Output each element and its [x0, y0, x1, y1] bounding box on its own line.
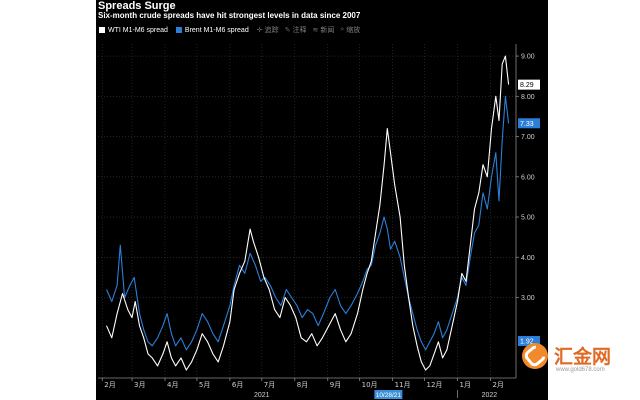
toolbar-track-button[interactable]: ✛ 追踪 [257, 25, 279, 35]
toolbar-zoom-label: 缩放 [346, 27, 361, 34]
toolbar-zoom-button[interactable]: ⌕ 缩放 [340, 25, 360, 35]
toolbar-news-label: 新闻 [320, 27, 335, 34]
toolbar-annotate-label: 注释 [292, 27, 307, 34]
x-tick-label: 2月 [492, 381, 503, 389]
brent-last-value-bg [518, 118, 540, 129]
crosshair-value-badge-bg [518, 335, 540, 346]
chart-title: Spreads Surge [98, 0, 176, 12]
y-tick-label: 4.00 [521, 255, 535, 262]
x-tick-label: 7月 [264, 381, 275, 389]
pencil-icon: ✎ [284, 27, 291, 34]
wti-last-value: 8.29 [520, 82, 534, 89]
toolbar-track-label: 追踪 [264, 27, 279, 34]
brent-series-line[interactable] [105, 95, 510, 351]
x-tick-label: 1月 [460, 381, 471, 389]
chart-subtitle: Six-month crude spreads have hit stronge… [98, 11, 361, 20]
legend-label-wti: WTI M1-M6 spread [108, 26, 168, 34]
watermark-logo: 汇金网 www.gold678.com [522, 340, 632, 380]
toolbar-annotate-button[interactable]: ✎ 注释 [285, 25, 307, 35]
x-tick-label: 11月 [395, 381, 411, 389]
y-tick-label: 5.00 [521, 215, 535, 222]
watermark-name: 汇金网 [554, 346, 612, 368]
wti-series-line[interactable] [105, 55, 510, 371]
x-tick-label: 4月 [167, 381, 178, 389]
crosshair-date-label: 10/28/21 [376, 392, 402, 399]
brent-swatch [175, 27, 182, 33]
y-tick-label: 9.00 [521, 54, 535, 61]
zoom-icon: ⌕ [340, 26, 345, 33]
y-tick-label: 8.00 [521, 94, 535, 101]
logo-icon [522, 343, 548, 369]
x-tick-label: 2月 [104, 381, 115, 389]
crosshair-date-badge [374, 390, 403, 399]
legend-item-wti[interactable]: WTI M1-M6 spread [99, 27, 168, 34]
y-tick-label: 6.00 [521, 174, 535, 181]
news-icon: ≋ [312, 27, 319, 34]
watermark-url: www.gold678.com [556, 367, 605, 373]
right-margin [548, 0, 640, 400]
y-tick-label: 3.00 [521, 295, 535, 302]
x-tick-label: 3月 [134, 381, 145, 389]
y-tick-label: 7.00 [521, 134, 535, 141]
legend: WTI M1-M6 spread Brent M1-M6 spread ✛ 追踪… [99, 25, 366, 35]
crosshair-icon: ✛ [256, 27, 263, 34]
brent-last-value: 7.33 [520, 121, 534, 128]
x-tick-label: 5月 [199, 381, 210, 389]
toolbar-news-button[interactable]: ≋ 新闻 [312, 25, 334, 35]
x-year-label: 2022 [482, 392, 498, 399]
left-margin [0, 0, 96, 400]
x-tick-label: 12月 [427, 381, 443, 389]
x-tick-label: 9月 [330, 381, 341, 389]
legend-label-brent: Brent M1-M6 spread [184, 26, 249, 34]
x-tick-label: 6月 [232, 381, 243, 389]
crosshair-value-badge: 1.92 [520, 338, 534, 345]
legend-item-brent[interactable]: Brent M1-M6 spread [175, 26, 249, 34]
x-tick-label: 10月 [362, 381, 378, 389]
wti-swatch [99, 27, 105, 33]
x-tick-label: 8月 [297, 381, 308, 389]
x-year-label: 2021 [254, 392, 270, 399]
wti-last-value-bg [518, 79, 540, 90]
